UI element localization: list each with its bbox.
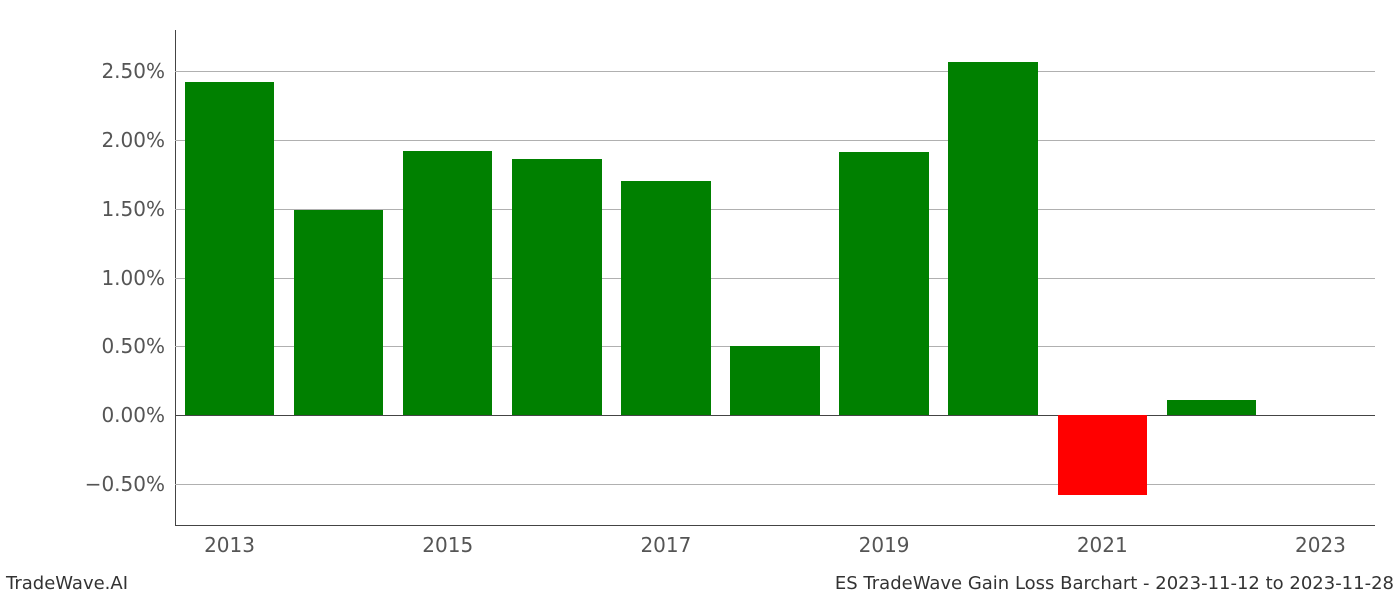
gain-loss-barchart: −0.50% 0.00% 0.50% 1.00% 1.50% 2.00% 2.50% 2013…	[0, 0, 1400, 600]
bar	[185, 82, 274, 415]
xtick-label: 2021	[1077, 525, 1128, 557]
bar	[839, 152, 928, 415]
bar	[730, 346, 819, 415]
ytick-label: 1.00%	[101, 266, 175, 290]
zero-line	[175, 415, 1375, 416]
plot-area: −0.50%0.00%0.50%1.00%1.50%2.00%2.50%2013…	[175, 30, 1375, 525]
bar	[1167, 400, 1256, 415]
gridline	[175, 140, 1375, 141]
ytick-label: 0.50%	[101, 334, 175, 358]
bar	[948, 62, 1037, 415]
ytick-label: 0.00%	[101, 403, 175, 427]
xtick-label: 2023	[1295, 525, 1346, 557]
bar	[1058, 415, 1147, 495]
bar	[294, 210, 383, 415]
bar	[403, 151, 492, 415]
ytick-label: −0.50%	[85, 472, 175, 496]
ytick-label: 2.50%	[101, 59, 175, 83]
gridline	[175, 484, 1375, 485]
gridline	[175, 71, 1375, 72]
xtick-label: 2015	[422, 525, 473, 557]
footer-right-text: ES TradeWave Gain Loss Barchart - 2023-1…	[835, 573, 1394, 594]
bar	[512, 159, 601, 415]
footer-left-text: TradeWave.AI	[6, 573, 128, 594]
ytick-label: 2.00%	[101, 128, 175, 152]
bar	[621, 181, 710, 415]
ytick-label: 1.50%	[101, 197, 175, 221]
xtick-label: 2017	[640, 525, 691, 557]
axis-spine-bottom	[175, 525, 1375, 526]
xtick-label: 2013	[204, 525, 255, 557]
xtick-label: 2019	[859, 525, 910, 557]
